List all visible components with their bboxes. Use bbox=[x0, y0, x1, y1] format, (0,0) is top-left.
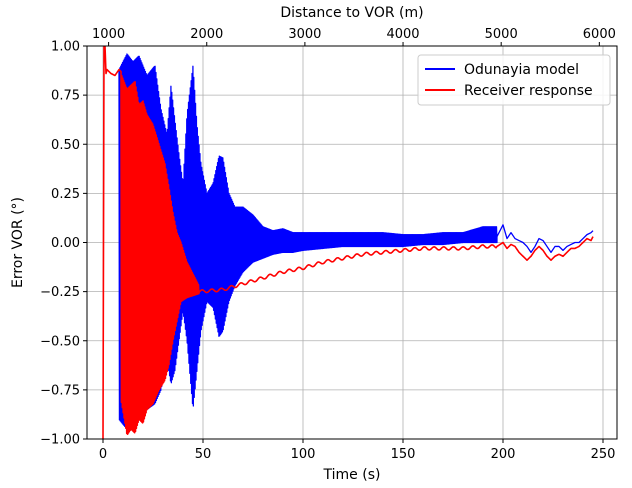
x-tick-label: 0 bbox=[99, 447, 107, 462]
y-tick-label: 1.00 bbox=[51, 40, 80, 55]
legend-label-odunayia-model: Odunayia model bbox=[464, 62, 579, 78]
y-tick-label: 0.75 bbox=[51, 89, 80, 104]
y-tick-label: −0.75 bbox=[40, 383, 80, 398]
top-x-tick-label: 5000 bbox=[485, 27, 518, 42]
y-tick-label: 0.00 bbox=[51, 236, 80, 251]
top-x-tick-label: 3000 bbox=[288, 27, 321, 42]
top-x-axis-label: Distance to VOR (m) bbox=[280, 5, 423, 21]
y-axis-ticks: −1.00 −0.75 −0.50 −0.25 0.00 0.25 0.50 0.75 1.00 bbox=[40, 40, 87, 448]
top-x-axis-ticks: 1000 2000 3000 4000 5000 6000 bbox=[92, 27, 616, 46]
series-odunayia-model bbox=[118, 53, 594, 430]
top-x-tick-label: 6000 bbox=[583, 27, 616, 42]
y-tick-label: 0.50 bbox=[51, 138, 80, 153]
legend-label-receiver-response: Receiver response bbox=[464, 83, 593, 99]
y-tick-label: −0.50 bbox=[40, 334, 80, 349]
legend: Odunayia model Receiver response bbox=[417, 54, 611, 106]
x-axis-label: Time (s) bbox=[323, 467, 381, 483]
x-tick-label: 250 bbox=[591, 447, 616, 462]
odunayia-model-line bbox=[118, 53, 594, 430]
plot-area bbox=[102, 46, 594, 439]
legend-box bbox=[417, 54, 611, 106]
y-axis-label: Error VOR (°) bbox=[10, 197, 26, 288]
x-tick-label: 100 bbox=[291, 447, 316, 462]
y-tick-label: −0.25 bbox=[40, 285, 80, 300]
x-axis-ticks: 0 50 100 150 200 250 bbox=[99, 439, 616, 462]
receiver-response-line bbox=[102, 46, 594, 439]
y-tick-label: 0.25 bbox=[51, 187, 80, 202]
x-tick-label: 200 bbox=[491, 447, 516, 462]
top-x-tick-label: 4000 bbox=[386, 27, 419, 42]
top-x-tick-label: 2000 bbox=[190, 27, 223, 42]
x-tick-label: 50 bbox=[195, 447, 212, 462]
x-tick-label: 150 bbox=[391, 447, 416, 462]
series-receiver-response bbox=[102, 46, 594, 439]
top-x-tick-label: 1000 bbox=[92, 27, 125, 42]
y-tick-label: −1.00 bbox=[40, 433, 80, 448]
